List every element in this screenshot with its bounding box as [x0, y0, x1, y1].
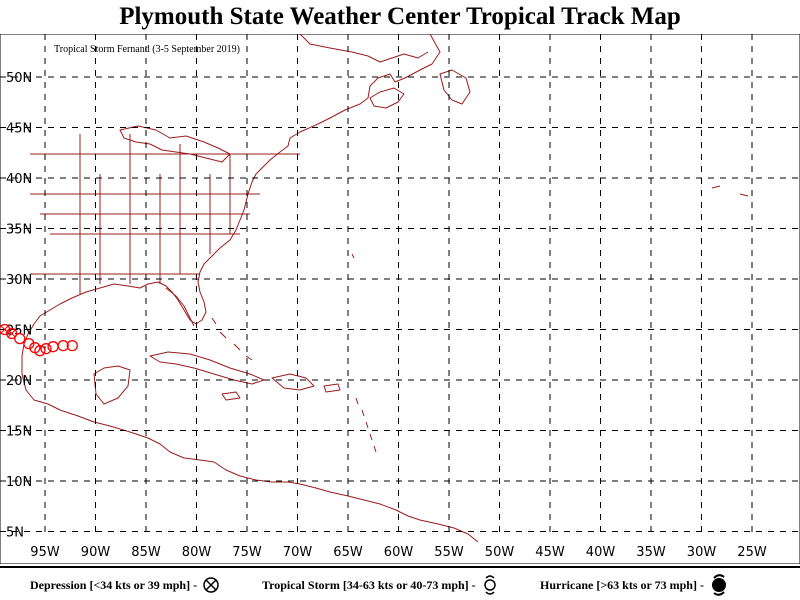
- lon-label: 80W: [182, 545, 212, 560]
- track-point: [47, 341, 59, 353]
- track-point-cross: [7, 329, 16, 338]
- lon-label: 45W: [535, 545, 565, 560]
- storm-label: Tropical Storm Fernand (3-5 September 20…: [54, 44, 240, 55]
- hurricane-icon: [711, 574, 726, 596]
- legend: Depression [<34 kts or 39 mph] - Tropica…: [0, 566, 800, 600]
- bermuda: [351, 253, 355, 259]
- yucatan: [93, 365, 131, 405]
- map-panel: 50N 45N 40N 35N 30N 25N 20N 15N 10N 5N 95W 90W 85W 8…: [0, 33, 800, 565]
- lon-label: 70W: [283, 545, 313, 560]
- track-point: [14, 332, 26, 345]
- track-point: [29, 342, 41, 354]
- lon-label: 25W: [737, 545, 767, 560]
- legend-tropical-storm-label: Tropical Storm [34-63 kts or 40-73 mph] …: [262, 577, 476, 592]
- great-lakes: [119, 125, 231, 163]
- tropical-storm-icon: [483, 575, 496, 595]
- map-title: Plymouth State Weather Center Tropical T…: [119, 3, 681, 30]
- lat-label: 35N: [6, 223, 32, 238]
- azores: [711, 185, 749, 197]
- lat-label: 30N: [6, 273, 32, 288]
- lesser-antilles: [355, 397, 377, 453]
- puerto-rico: [323, 383, 341, 393]
- lat-label: 15N: [6, 425, 32, 440]
- lon-label: 60W: [384, 545, 414, 560]
- track-point: [0, 323, 11, 336]
- track-point: [40, 343, 52, 355]
- newfoundland: [439, 69, 471, 105]
- track-point-cross: [0, 325, 9, 334]
- lon-label: 50W: [485, 545, 515, 560]
- lon-label: 90W: [81, 545, 111, 560]
- florida: [165, 287, 195, 327]
- legend-tropical-storm: Tropical Storm [34-63 kts or 40-73 mph] …: [262, 574, 500, 596]
- nova-scotia: [369, 87, 405, 109]
- lon-label: 95W: [30, 545, 60, 560]
- canada-coast: [299, 33, 429, 63]
- longitude-labels: 95W 90W 85W 80W 75W 70W 65W 60W 55W 50W 45W 40W 35W 3…: [30, 545, 767, 560]
- storm-track: [0, 323, 78, 357]
- lon-label: 40W: [586, 545, 616, 560]
- lon-label: 85W: [131, 545, 161, 560]
- lat-label: 5N: [6, 526, 24, 541]
- track-point: [23, 337, 35, 350]
- legend-hurricane: Hurricane [>63 kts or 73 mph] -: [540, 574, 730, 596]
- legend-depression: Depression [<34 kts or 39 mph] -: [30, 574, 221, 596]
- lat-label: 40N: [6, 172, 32, 187]
- us-east-coast: [21, 33, 479, 543]
- depression-icon: [203, 577, 219, 593]
- lon-label: 75W: [232, 545, 262, 560]
- lon-label: 30W: [687, 545, 717, 560]
- jamaica: [221, 391, 241, 401]
- lon-label: 35W: [636, 545, 666, 560]
- legend-depression-label: Depression [<34 kts or 39 mph] -: [30, 577, 198, 592]
- track-point: [66, 340, 78, 352]
- lat-label: 50N: [6, 71, 32, 86]
- lon-label: 65W: [333, 545, 363, 560]
- lat-label: 45N: [6, 122, 32, 137]
- legend-hurricane-label: Hurricane [>63 kts or 73 mph] -: [540, 577, 704, 592]
- lat-label: 10N: [6, 475, 32, 490]
- bahamas: [211, 317, 253, 361]
- cuba: [149, 351, 265, 385]
- lon-label: 55W: [434, 545, 464, 560]
- lat-lon-grid: [0, 34, 800, 534]
- hispaniola: [271, 373, 315, 391]
- lat-label: 20N: [6, 374, 32, 389]
